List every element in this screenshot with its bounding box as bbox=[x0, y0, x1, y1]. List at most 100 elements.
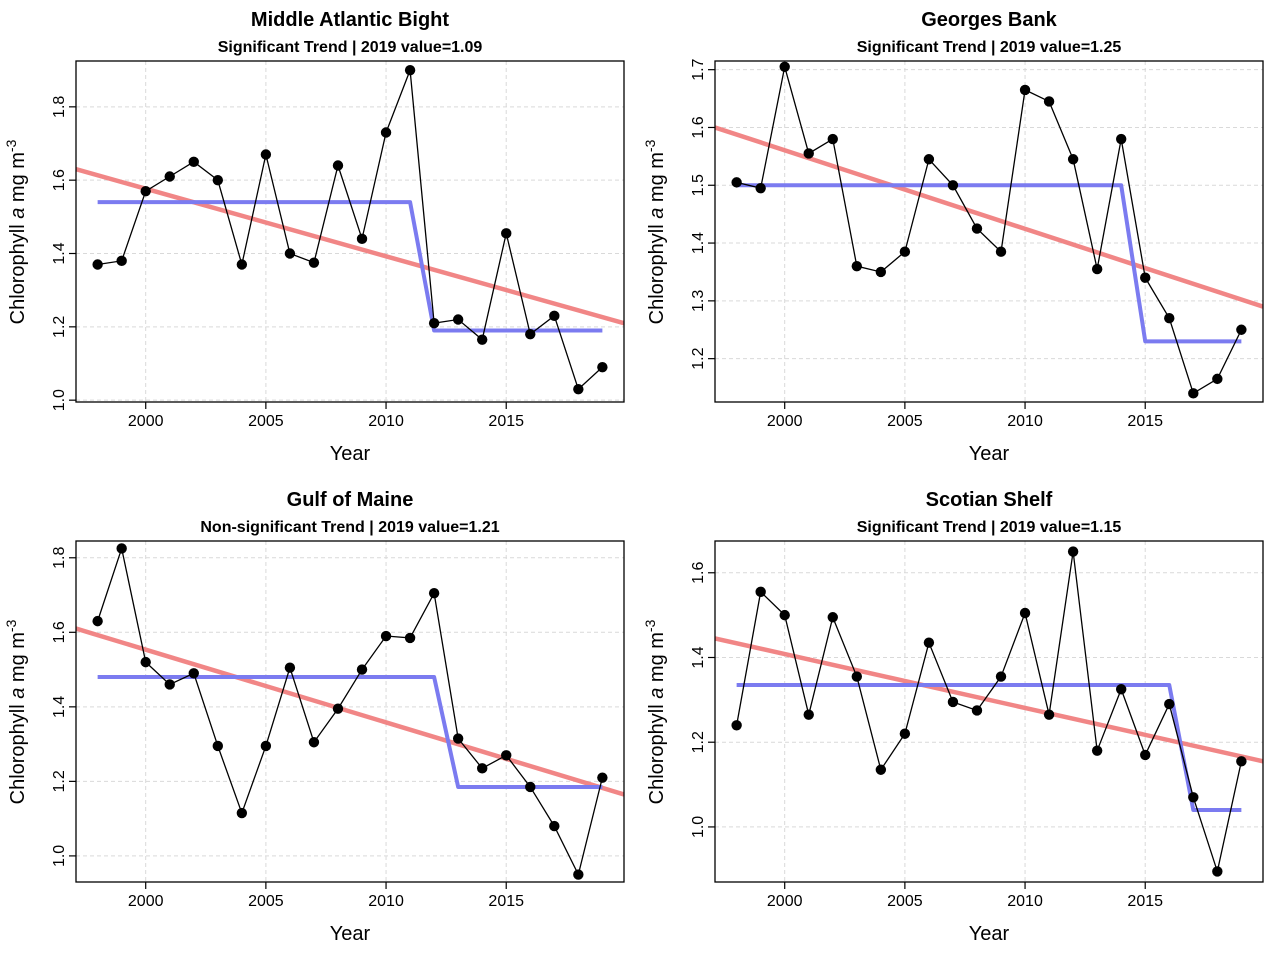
x-tick-label: 2000 bbox=[767, 413, 803, 430]
data-point bbox=[308, 257, 320, 268]
data-point bbox=[995, 246, 1007, 257]
y-tick-label: 1.4 bbox=[51, 242, 68, 264]
regime-shift-line bbox=[97, 200, 603, 333]
x-tick-label: 2010 bbox=[368, 413, 404, 430]
x-axis-label: Year bbox=[330, 443, 371, 465]
y-tick-label: 1.7 bbox=[690, 58, 707, 80]
y-axis-label-italic: a bbox=[646, 688, 668, 699]
chart-subtitle: Significant Trend | 2019 value=1.09 bbox=[218, 39, 483, 56]
data-point bbox=[597, 361, 608, 373]
data-point bbox=[356, 664, 368, 675]
y-axis-label-units: mg m bbox=[7, 152, 29, 208]
x-axis-label: Year bbox=[969, 443, 1010, 465]
data-point bbox=[1212, 866, 1223, 877]
data-point bbox=[851, 260, 863, 272]
data-point bbox=[1091, 263, 1103, 275]
data-point bbox=[1043, 709, 1055, 720]
data-point bbox=[1140, 749, 1151, 761]
x-tick-label: 2000 bbox=[767, 893, 803, 910]
trend-line bbox=[715, 636, 1263, 764]
data-point bbox=[731, 720, 742, 731]
series-line bbox=[97, 69, 603, 391]
y-axis-label-main: Chlorophyll bbox=[7, 219, 29, 325]
data-point bbox=[212, 740, 224, 752]
x-tick-label: 2015 bbox=[1127, 893, 1163, 910]
regime-shift-line bbox=[736, 683, 1242, 812]
data-point bbox=[525, 781, 536, 793]
data-point bbox=[164, 679, 175, 690]
y-tick-label: 1.5 bbox=[690, 174, 707, 196]
gridlines bbox=[715, 541, 1263, 882]
data-point bbox=[188, 156, 199, 168]
chart-subtitle: Significant Trend | 2019 value=1.25 bbox=[857, 39, 1122, 56]
data-point bbox=[428, 317, 440, 329]
data-point bbox=[525, 328, 536, 340]
x-tick-label: 2015 bbox=[488, 413, 524, 430]
chart-title: Middle Atlantic Bight bbox=[251, 9, 449, 31]
data-point bbox=[188, 668, 199, 679]
data-point bbox=[803, 709, 814, 720]
y-axis-label-main: Chlorophyll bbox=[646, 219, 668, 325]
trend-line bbox=[76, 626, 624, 797]
chart-title: Scotian Shelf bbox=[926, 489, 1053, 511]
data-point bbox=[452, 314, 464, 325]
data-point bbox=[1115, 133, 1127, 145]
y-tick-label: 1.0 bbox=[51, 389, 68, 411]
y-tick-label: 1.2 bbox=[51, 316, 68, 338]
data-point bbox=[1019, 607, 1031, 619]
data-point bbox=[116, 543, 127, 554]
y-axis-label-italic: a bbox=[646, 208, 668, 219]
data-point bbox=[1067, 546, 1079, 557]
chart-subtitle: Significant Trend | 2019 value=1.15 bbox=[857, 519, 1122, 536]
data-point bbox=[971, 223, 983, 234]
data-point bbox=[1140, 272, 1151, 283]
data-point bbox=[731, 177, 742, 188]
y-tick-label: 1.3 bbox=[690, 290, 707, 312]
data-point bbox=[428, 587, 440, 599]
y-tick-label: 1.2 bbox=[690, 347, 707, 369]
data-point bbox=[1236, 324, 1247, 335]
data-point bbox=[356, 233, 368, 245]
series-line bbox=[736, 66, 1242, 395]
data-point bbox=[1043, 96, 1055, 107]
data-point bbox=[899, 728, 911, 739]
data-point bbox=[1212, 373, 1223, 385]
data-point bbox=[332, 160, 344, 171]
y-axis-label-exponent: -3 bbox=[3, 139, 19, 152]
y-axis-label-italic: a bbox=[7, 208, 29, 219]
data-point bbox=[1236, 756, 1247, 767]
x-tick-label: 2010 bbox=[368, 893, 404, 910]
y-tick-label: 1.6 bbox=[51, 621, 68, 643]
data-point bbox=[1164, 698, 1175, 710]
data-point bbox=[1019, 84, 1031, 96]
data-point bbox=[140, 185, 151, 197]
x-axis-label: Year bbox=[969, 923, 1010, 945]
data-point bbox=[1188, 792, 1199, 803]
data-point bbox=[827, 612, 838, 623]
data-point bbox=[476, 763, 488, 774]
data-point bbox=[1091, 745, 1103, 756]
chart-panel: Georges Bank Significant Trend | 2019 val… bbox=[642, 9, 1264, 465]
data-point bbox=[236, 807, 248, 819]
data-point bbox=[116, 255, 127, 267]
chart-subtitle: Non-significant Trend | 2019 value=1.21 bbox=[200, 519, 499, 536]
y-tick-label: 1.2 bbox=[51, 770, 68, 792]
y-tick-label: 1.4 bbox=[690, 646, 707, 668]
chart-panel: Middle Atlantic Bight Significant Trend |… bbox=[3, 9, 625, 465]
x-tick-label: 2010 bbox=[1007, 893, 1043, 910]
data-point bbox=[92, 615, 103, 627]
y-tick-label: 1.0 bbox=[690, 816, 707, 838]
y-axis-label-main: Chlorophyll bbox=[646, 699, 668, 805]
data-point bbox=[779, 61, 790, 72]
data-point bbox=[260, 740, 272, 752]
data-point bbox=[1164, 312, 1175, 324]
data-point bbox=[827, 133, 838, 145]
plot-frame bbox=[714, 60, 1264, 403]
y-axis-label: Chlorophyll a mg m-3 bbox=[642, 139, 668, 324]
series-line bbox=[97, 545, 603, 877]
data-point bbox=[308, 737, 320, 748]
y-tick-label: 1.4 bbox=[690, 232, 707, 254]
data-point bbox=[995, 671, 1007, 682]
y-axis-label: Chlorophyll a mg m-3 bbox=[3, 619, 29, 804]
